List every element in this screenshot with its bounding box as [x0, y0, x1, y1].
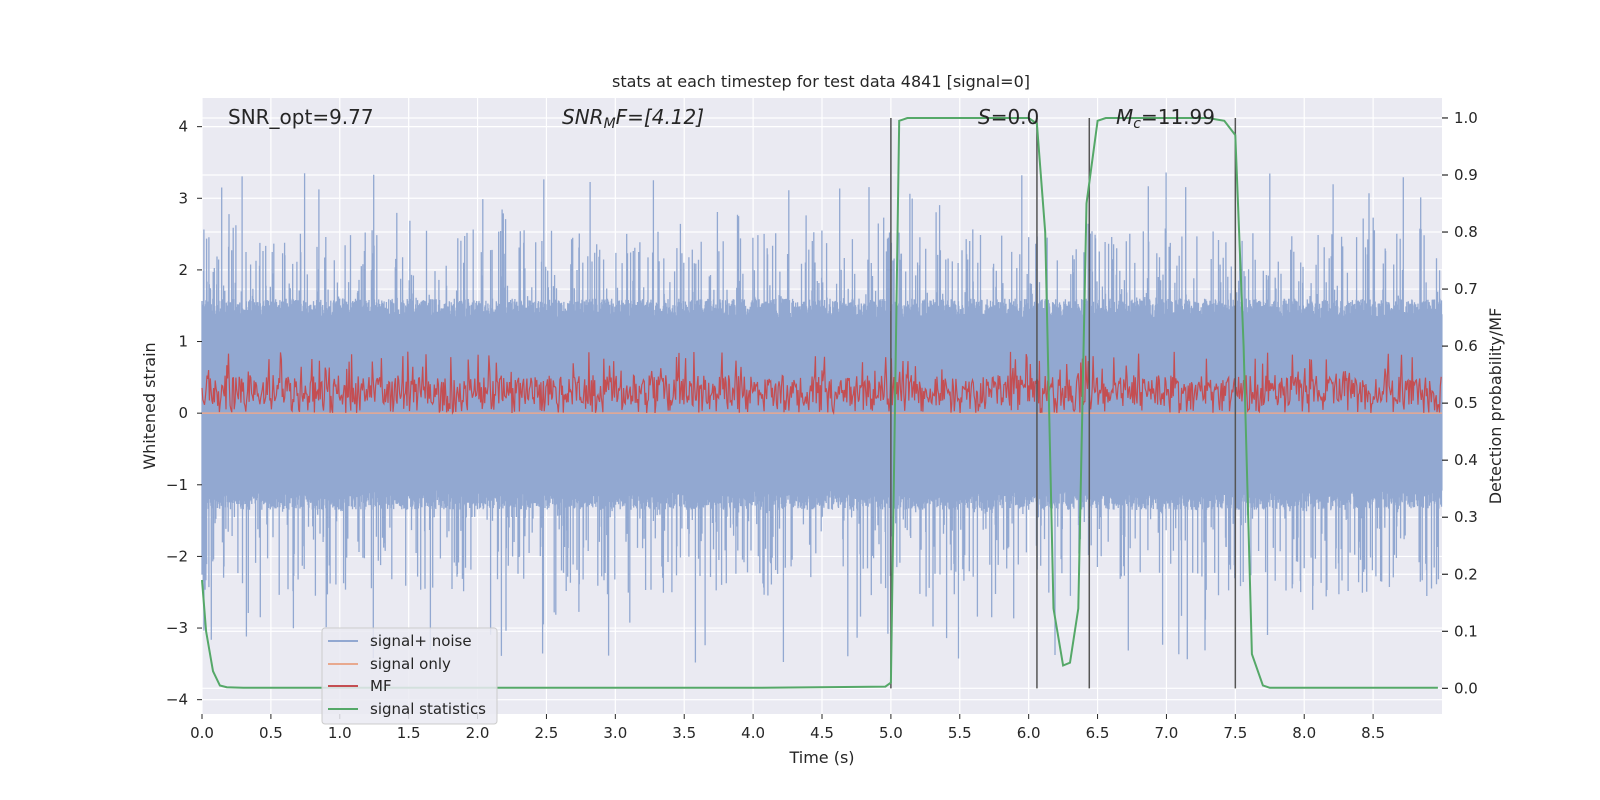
- x-axis-ticks: 0.0 0.5 1.0 1.5 2.0 2.5 3.0 3.5 4.0 4.5 5.0 5.5 6.0 6…: [190, 714, 1385, 742]
- legend-label-signal-statistics: signal statistics: [370, 700, 486, 718]
- y2-axis-ticks: 0.0 0.1 0.2 0.3 0.4 0.5 0.6 0.7 0.8 0.9 1.0: [1442, 109, 1478, 697]
- x-tick-label: 5.0: [879, 724, 903, 742]
- y-tick-label: −3: [166, 619, 188, 637]
- y2-tick-label: 0.8: [1454, 223, 1478, 241]
- y2-axis-label: Detection probability/MF: [1486, 308, 1505, 505]
- y-tick-label: 0: [178, 404, 188, 422]
- y-axis-label: Whitened strain: [140, 342, 159, 469]
- annotation-s: S=0.0: [978, 105, 1039, 129]
- x-tick-label: 6.0: [1017, 724, 1041, 742]
- y2-tick-label: 1.0: [1454, 109, 1478, 127]
- chart-title: stats at each timestep for test data 484…: [612, 72, 1030, 91]
- x-tick-label: 0.0: [190, 724, 214, 742]
- y-tick-label: 1: [178, 333, 188, 351]
- y-tick-label: 4: [178, 118, 188, 136]
- x-tick-label: 3.5: [672, 724, 696, 742]
- x-tick-label: 5.5: [948, 724, 972, 742]
- x-tick-label: 0.5: [259, 724, 283, 742]
- x-tick-label: 7.5: [1223, 724, 1247, 742]
- y2-tick-label: 0.2: [1454, 565, 1478, 583]
- x-tick-label: 1.5: [397, 724, 421, 742]
- y2-tick-label: 0.4: [1454, 451, 1478, 469]
- x-tick-label: 4.5: [810, 724, 834, 742]
- annotation-snr-mf: SNRMF=[4.12]: [562, 105, 704, 132]
- x-tick-label: 2.0: [466, 724, 490, 742]
- annotation-snr-opt: SNR_opt=9.77: [228, 105, 374, 129]
- y-axis-ticks: −4 −3 −2 −1 0 1 2 3 4: [166, 118, 202, 709]
- x-tick-label: 4.0: [741, 724, 765, 742]
- y2-tick-label: 0.0: [1454, 679, 1478, 697]
- legend: signal+ noise signal only MF signal stat…: [321, 627, 498, 725]
- legend-box: [321, 627, 498, 725]
- x-tick-label: 8.5: [1361, 724, 1385, 742]
- x-tick-label: 2.5: [535, 724, 559, 742]
- y2-tick-label: 0.3: [1454, 508, 1478, 526]
- y-tick-label: −1: [166, 476, 188, 494]
- vertical-markers: [890, 117, 1237, 689]
- legend-label-signal-only: signal only: [370, 655, 451, 673]
- legend-label-mf: MF: [370, 677, 392, 695]
- y2-tick-label: 0.9: [1454, 166, 1478, 184]
- x-tick-label: 1.0: [328, 724, 352, 742]
- y-tick-label: 2: [178, 261, 188, 279]
- y2-tick-label: 0.1: [1454, 622, 1478, 640]
- x-tick-label: 7.0: [1155, 724, 1179, 742]
- x-axis-label: Time (s): [788, 748, 854, 767]
- x-tick-label: 3.0: [603, 724, 627, 742]
- y-tick-label: 3: [178, 189, 188, 207]
- x-tick-label: 6.5: [1086, 724, 1110, 742]
- y-tick-label: −4: [166, 691, 188, 709]
- legend-label-signal-noise: signal+ noise: [370, 632, 472, 650]
- y-tick-label: −2: [166, 547, 188, 565]
- y2-tick-label: 0.7: [1454, 280, 1478, 298]
- x-tick-label: 8.0: [1292, 724, 1316, 742]
- y2-tick-label: 0.5: [1454, 394, 1478, 412]
- annotation-mc: Mc=11.99: [1116, 105, 1215, 132]
- y2-tick-label: 0.6: [1454, 337, 1478, 355]
